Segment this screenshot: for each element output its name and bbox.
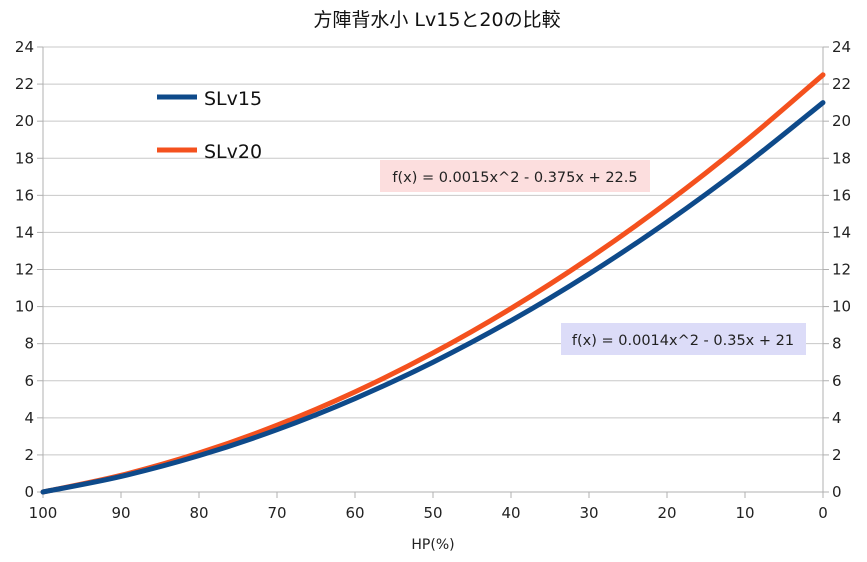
x-axis-label: HP(%) [411,537,454,553]
y-tick-label-left: 12 [15,261,34,279]
y-tick-label-right: 16 [832,186,851,204]
x-tick-label: 70 [267,504,286,522]
x-tick-label: 60 [345,504,364,522]
y-tick-label-left: 18 [15,149,34,167]
y-tick-label-right: 10 [832,298,851,316]
y-tick-label-right: 6 [832,372,842,390]
y-tick-label-right: 2 [832,446,842,464]
series-line-slv15 [40,100,826,495]
legend-label-slv20: SLv20 [204,141,262,163]
y-tick-label-right: 20 [832,112,851,130]
y-tick-label-right: 22 [832,75,851,93]
y-tick-label-left: 4 [24,409,34,427]
y-tick-label-right: 0 [832,483,842,501]
y-tick-label-left: 6 [24,372,34,390]
x-tick-label: 0 [818,504,828,522]
y-tick-label-right: 12 [832,261,851,279]
y-tick-label-left: 10 [15,298,34,316]
y-tick-label-right: 8 [832,335,842,353]
legend: SLv15 SLv20 [157,88,262,163]
x-tick-label: 20 [657,504,676,522]
x-tick-label: 80 [189,504,208,522]
annotation-text: f(x) = 0.0014x^2 - 0.35x + 21 [572,333,794,349]
y-tick-label-right: 14 [832,223,851,241]
y-tick-label-left: 8 [24,335,34,353]
x-tick-label: 10 [735,504,754,522]
y-tick-label-left: 2 [24,446,34,464]
x-tick-label: 30 [579,504,598,522]
x-tick-label: 90 [111,504,130,522]
chart-title: 方陣背水小 Lv15と20の比較 [313,9,560,31]
y-tick-label-right: 24 [832,38,851,56]
gridlines [43,46,823,493]
x-axis-ticks: 100 90 80 70 60 50 40 30 20 10 0 [29,504,828,522]
series-lines [40,72,826,495]
y-tick-label-right: 18 [832,149,851,167]
annotation-background [561,323,806,355]
y-tick-label-left: 22 [15,75,34,93]
annotation-slv15-formula: f(x) = 0.0014x^2 - 0.35x + 21 [561,323,806,355]
x-tick-label: 40 [501,504,520,522]
annotation-slv20-formula: f(x) = 0.0015x^2 - 0.375x + 22.5 [380,160,650,192]
axes [37,46,829,498]
y-tick-label-left: 14 [15,223,34,241]
y-tick-label-left: 20 [15,112,34,130]
y-tick-label-right: 4 [832,409,842,427]
y-tick-label-left: 16 [15,186,34,204]
annotation-text: f(x) = 0.0015x^2 - 0.375x + 22.5 [392,170,637,186]
y-tick-label-left: 0 [24,483,34,501]
annotation-background [380,160,650,192]
legend-label-slv15: SLv15 [204,88,262,110]
y-tick-label-left: 24 [15,38,34,56]
x-tick-label: 100 [29,504,58,522]
x-tick-label: 50 [423,504,442,522]
